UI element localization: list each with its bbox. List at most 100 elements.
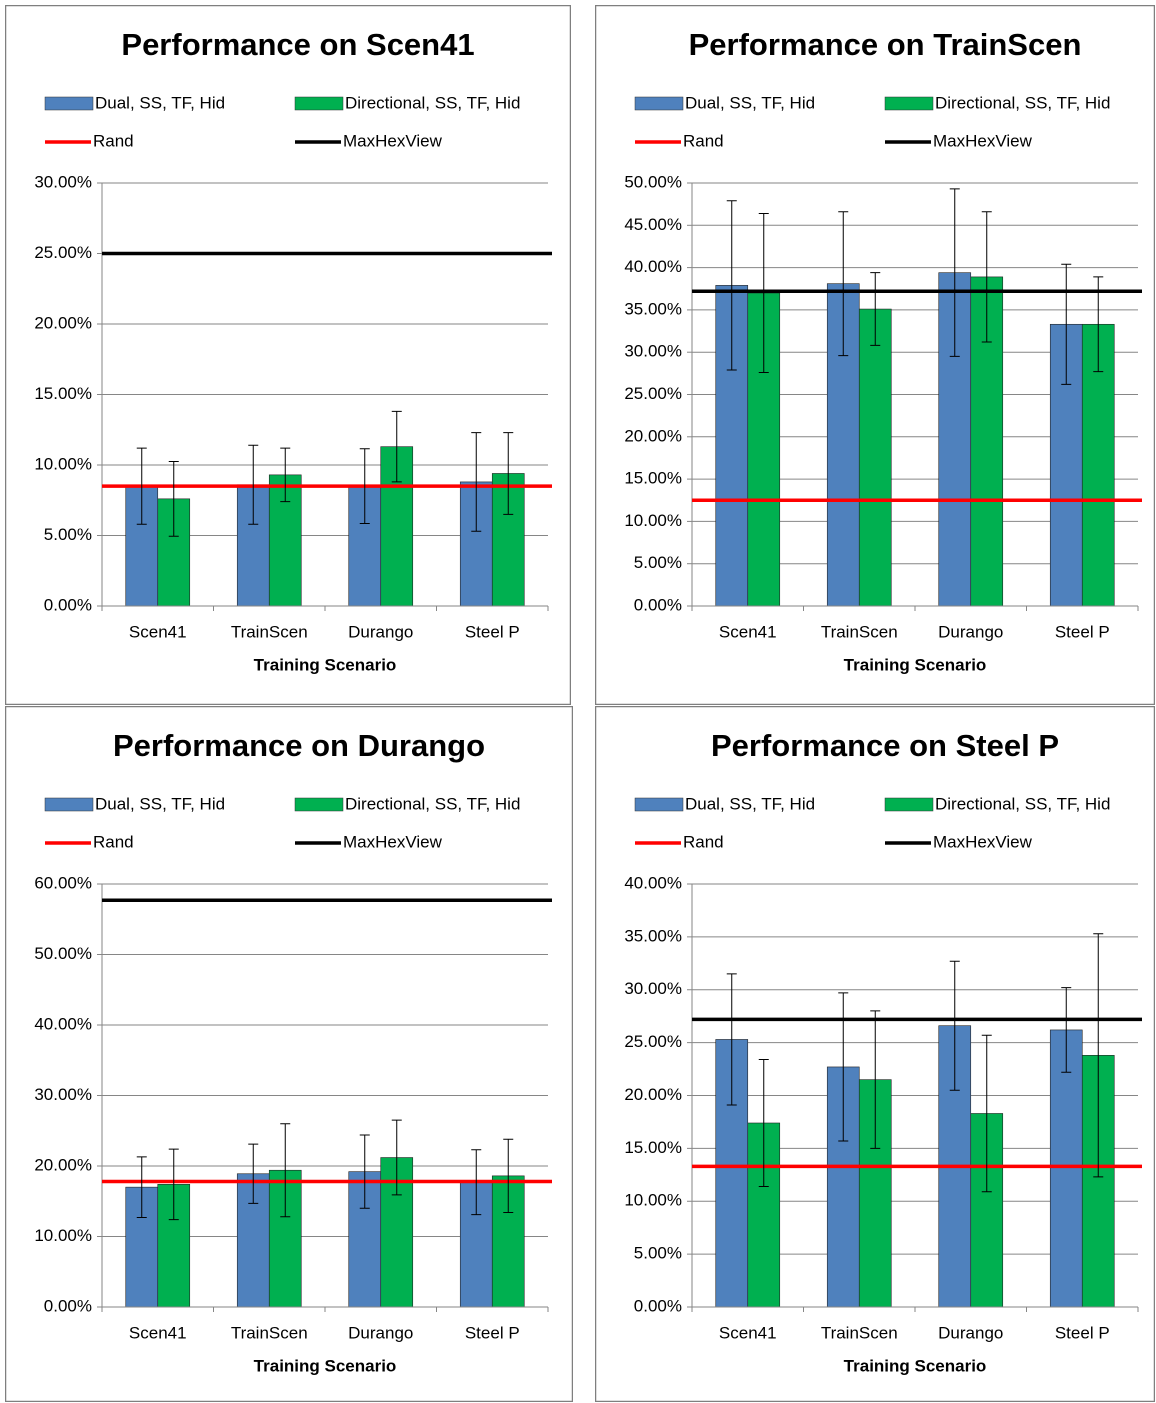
chart-panel: Performance on Steel P Dual, SS, TF, Hid D…: [595, 706, 1155, 1402]
chart-panel: Performance on Durango Dual, SS, TF, Hid D…: [5, 706, 573, 1402]
error-bar: [870, 1010, 881, 1149]
x-tick-label: Steel P: [465, 1323, 520, 1342]
y-tick-label: 15.00%: [624, 469, 682, 488]
y-tick-label: 40.00%: [624, 873, 682, 892]
y-tick-label: 20.00%: [624, 1085, 682, 1104]
legend-label: Dual, SS, TF, Hid: [95, 794, 225, 813]
x-axis-title: Training Scenario: [254, 1356, 397, 1375]
y-tick-label: 30.00%: [34, 1085, 92, 1104]
y-tick-label: 15.00%: [34, 384, 92, 403]
y-tick-label: 5.00%: [44, 525, 92, 544]
x-tick-label: Durango: [348, 622, 413, 641]
error-bar: [168, 1148, 179, 1221]
error-bar: [1061, 987, 1072, 1073]
y-tick-label: 50.00%: [34, 944, 92, 963]
y-tick-label: 20.00%: [624, 426, 682, 445]
x-tick-label: Durango: [938, 1323, 1003, 1342]
chart-panel: Performance on Scen41 Dual, SS, TF, Hid Di…: [5, 5, 571, 705]
error-bar: [870, 272, 881, 346]
error-bar: [280, 447, 291, 503]
y-tick-label: 35.00%: [624, 299, 682, 318]
x-tick-label: Steel P: [1055, 1323, 1110, 1342]
x-tick-label: TrainScen: [231, 622, 308, 641]
y-tick-label: 35.00%: [624, 926, 682, 945]
error-bar: [471, 1149, 482, 1216]
error-bar: [838, 992, 849, 1142]
legend-label: MaxHexView: [933, 131, 1033, 150]
panel-border: [595, 706, 1155, 1402]
error-bar: [359, 1134, 370, 1209]
y-tick-label: 0.00%: [634, 595, 682, 614]
y-tick-label: 10.00%: [34, 454, 92, 473]
panel-border: [5, 5, 571, 705]
error-bar: [280, 1123, 291, 1218]
legend-swatch: [44, 96, 94, 111]
x-axis-title: Training Scenario: [844, 1356, 987, 1375]
error-bar: [1093, 276, 1104, 373]
y-tick-label: 0.00%: [44, 1296, 92, 1315]
y-tick-label: 10.00%: [624, 1191, 682, 1210]
error-bar: [726, 973, 737, 1106]
x-tick-label: Durango: [938, 622, 1003, 641]
legend-label: Rand: [93, 131, 134, 150]
error-bar: [248, 444, 259, 525]
error-bar: [136, 1156, 147, 1218]
y-tick-label: 40.00%: [624, 257, 682, 276]
error-bar: [981, 211, 992, 343]
legend-label: Rand: [683, 131, 724, 150]
x-tick-label: TrainScen: [231, 1323, 308, 1342]
y-tick-label: 45.00%: [624, 215, 682, 234]
chart-title: Performance on Steel P: [711, 728, 1059, 763]
y-tick-label: 30.00%: [34, 172, 92, 191]
legend-label: MaxHexView: [343, 832, 443, 851]
chart-panel: Performance on TrainScen Dual, SS, TF, Hi…: [595, 5, 1155, 705]
error-bar: [248, 1143, 259, 1204]
x-tick-label: Steel P: [1055, 622, 1110, 641]
error-bar: [981, 1034, 992, 1193]
error-bar: [758, 212, 769, 374]
y-tick-label: 20.00%: [34, 313, 92, 332]
x-tick-label: TrainScen: [821, 1323, 898, 1342]
error-bar: [949, 960, 960, 1091]
bar: [1049, 1029, 1083, 1308]
error-bar: [391, 1119, 402, 1196]
error-bar: [359, 448, 370, 525]
panel-border: [595, 5, 1155, 705]
error-bar: [838, 211, 849, 357]
x-tick-label: Durango: [348, 1323, 413, 1342]
legend-label: Dual, SS, TF, Hid: [685, 794, 815, 813]
x-tick-label: Scen41: [129, 622, 187, 641]
chart-title: Performance on Durango: [113, 728, 485, 763]
legend-swatch: [294, 797, 344, 812]
chart-title: Performance on TrainScen: [689, 27, 1082, 62]
error-bar: [168, 460, 179, 537]
y-tick-label: 5.00%: [634, 553, 682, 572]
legend-swatch: [884, 797, 934, 812]
error-bar: [1061, 263, 1072, 385]
y-tick-label: 0.00%: [44, 595, 92, 614]
x-tick-label: TrainScen: [821, 622, 898, 641]
legend-label: Directional, SS, TF, Hid: [935, 93, 1110, 112]
x-tick-label: Steel P: [465, 622, 520, 641]
y-tick-label: 5.00%: [634, 1244, 682, 1263]
y-tick-label: 15.00%: [624, 1138, 682, 1157]
legend-label: Directional, SS, TF, Hid: [345, 93, 520, 112]
y-tick-label: 50.00%: [624, 172, 682, 191]
error-bar: [503, 432, 514, 515]
error-bar: [758, 1059, 769, 1187]
y-tick-label: 20.00%: [34, 1155, 92, 1174]
error-bar: [136, 447, 147, 525]
error-bar: [471, 432, 482, 532]
y-tick-label: 60.00%: [34, 873, 92, 892]
y-tick-label: 0.00%: [634, 1296, 682, 1315]
legend-swatch: [294, 96, 344, 111]
legend-label: Rand: [93, 832, 134, 851]
y-tick-label: 40.00%: [34, 1014, 92, 1033]
x-axis-title: Training Scenario: [844, 655, 987, 674]
legend-swatch: [884, 96, 934, 111]
legend-label: Directional, SS, TF, Hid: [345, 794, 520, 813]
x-axis-title: Training Scenario: [254, 655, 397, 674]
legend-label: MaxHexView: [933, 832, 1033, 851]
legend-swatch: [634, 797, 684, 812]
